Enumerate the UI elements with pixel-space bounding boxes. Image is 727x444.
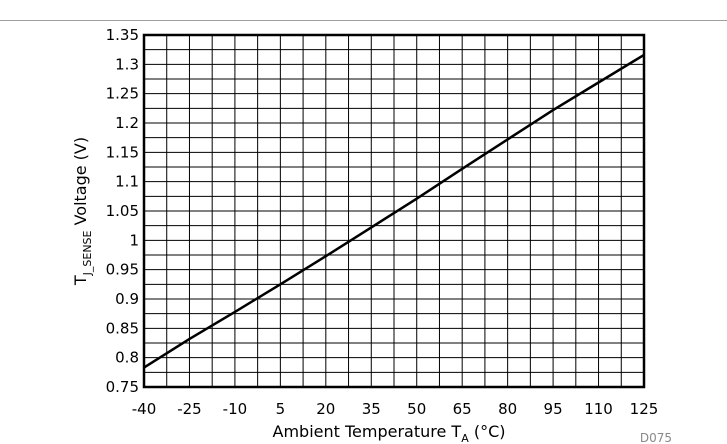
x-tick-label: 65 bbox=[453, 400, 472, 418]
x-tick-label: -10 bbox=[223, 400, 248, 418]
x-tick-label: 95 bbox=[544, 400, 563, 418]
y-tick-label: 1.35 bbox=[106, 26, 139, 44]
x-tick-label: 80 bbox=[498, 400, 517, 418]
x-axis-title-main: Ambient Temperature T bbox=[273, 422, 462, 441]
x-tick-label: 110 bbox=[584, 400, 613, 418]
y-axis-ticks: 0.75 0.8 0.85 0.9 0.95 1 1.05 1.1 1.15 1.2 1.25 1.3… bbox=[106, 26, 139, 396]
y-tick-label: 0.9 bbox=[115, 290, 139, 308]
x-axis-ticks: -40 -25 -10 5 20 35 50 65 80 95 110 125 bbox=[132, 400, 659, 418]
y-tick-label: 0.95 bbox=[106, 261, 139, 279]
series-layer bbox=[143, 53, 645, 369]
y-axis-title: TJ_SENSE Voltage (V) bbox=[71, 137, 94, 286]
x-axis-title-sub: A bbox=[461, 432, 469, 444]
y-axis-title-sub: J_SENSE bbox=[81, 230, 94, 276]
y-tick-label: 0.8 bbox=[115, 349, 139, 367]
grid bbox=[144, 35, 644, 387]
x-tick-label: -40 bbox=[132, 400, 157, 418]
figure-code: D075 bbox=[640, 431, 672, 444]
x-tick-label: 5 bbox=[276, 400, 286, 418]
y-tick-label: 1 bbox=[129, 231, 139, 249]
x-tick-label: 125 bbox=[630, 400, 659, 418]
y-tick-label: 1.15 bbox=[106, 143, 139, 161]
y-tick-label: 0.75 bbox=[106, 378, 139, 396]
y-axis-title-rest: Voltage (V) bbox=[71, 137, 90, 231]
plot-frame bbox=[142, 33, 646, 389]
x-tick-label: 50 bbox=[407, 400, 426, 418]
y-tick-label: 1.2 bbox=[115, 114, 139, 132]
x-axis-title: Ambient Temperature TA (°C) bbox=[273, 422, 506, 444]
y-tick-label: 1.3 bbox=[115, 55, 139, 73]
series-line bbox=[143, 53, 645, 369]
y-tick-label: 1.1 bbox=[115, 173, 139, 191]
y-tick-label: 0.85 bbox=[106, 319, 139, 337]
x-axis-title-unit: (°C) bbox=[469, 422, 506, 441]
header-divider bbox=[0, 20, 727, 21]
x-tick-label: 20 bbox=[316, 400, 335, 418]
x-tick-label: -25 bbox=[177, 400, 202, 418]
y-tick-label: 1.05 bbox=[106, 202, 139, 220]
x-tick-label: 35 bbox=[362, 400, 381, 418]
y-tick-label: 1.25 bbox=[106, 85, 139, 103]
y-axis-title-main: T bbox=[71, 275, 90, 286]
